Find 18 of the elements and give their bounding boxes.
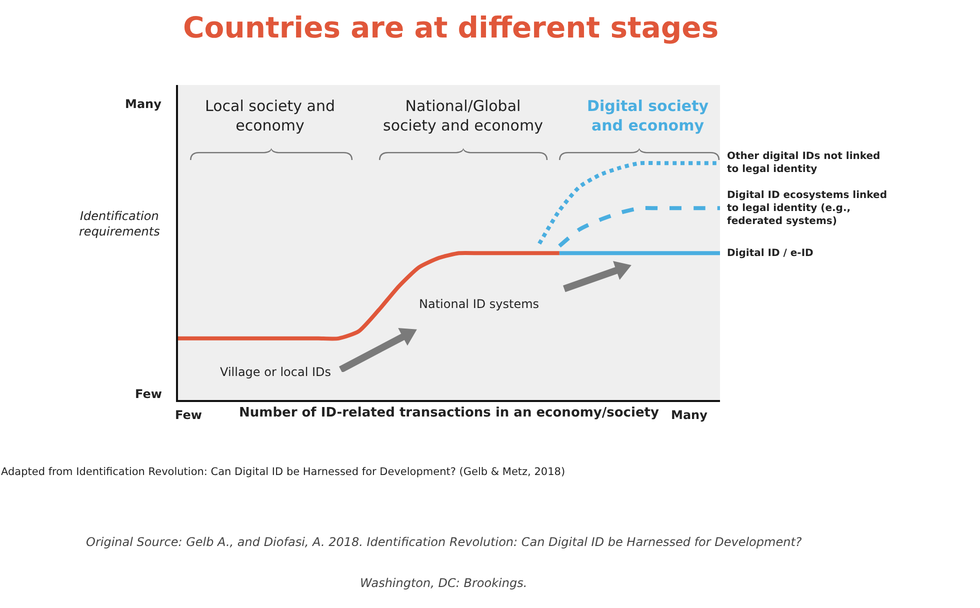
text: Local society and economy bbox=[205, 97, 336, 134]
text: Digital society and economy bbox=[587, 97, 709, 134]
series-label: Other digital IDs not linked to legal identity bbox=[727, 151, 880, 175]
annotation: Village or local IDs bbox=[220, 365, 332, 379]
series-label: Digital ID ecosystems linked to legal identity (e.g., federated systems) bbox=[727, 190, 887, 227]
series-label: Digital ID / e-ID bbox=[727, 248, 814, 259]
text: Many bbox=[671, 408, 708, 422]
text: National/Global society and economy bbox=[383, 97, 544, 134]
y-axis-title: Identification requirements bbox=[79, 209, 160, 239]
text: Many bbox=[125, 97, 162, 111]
annotation: National ID systems bbox=[419, 297, 540, 311]
text: Few bbox=[135, 387, 162, 401]
text: Adapted from Identification Revolution: Can Digital ID be Harnessed for Development? (Gelb & Metz, 2018) bbox=[1, 466, 566, 478]
chart-title: Countries are at different stages bbox=[182, 10, 719, 45]
text: Washington, DC: Brookings. bbox=[360, 576, 528, 590]
text: Few bbox=[175, 408, 202, 422]
x-axis-title: Number of ID-related transactions in an economy/society bbox=[239, 406, 660, 420]
text: Original Source: Gelb A., and Diofasi, A. 2018. Identification Revolution: Can Digital ID be Harnessed for Development? bbox=[86, 535, 802, 549]
